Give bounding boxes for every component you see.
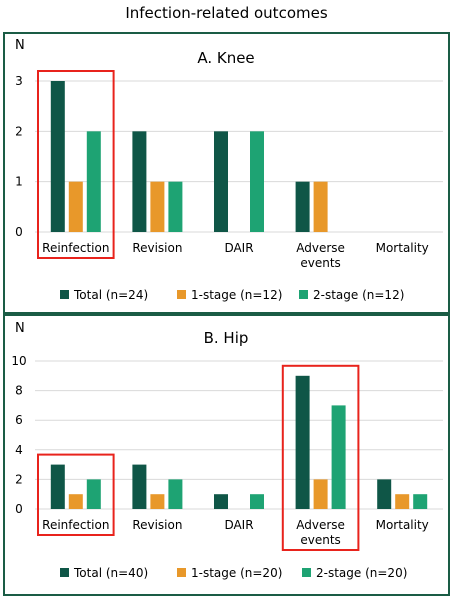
figure-title: Infection-related outcomes xyxy=(125,4,328,22)
hip-bar xyxy=(395,494,410,509)
hip-y-tick-label: 4 xyxy=(15,443,23,457)
hip-bar xyxy=(250,494,264,509)
hip-y-axis-label: N xyxy=(15,321,25,336)
knee-y-tick-label: 1 xyxy=(15,175,23,189)
hip-y-tick-label: 8 xyxy=(15,384,23,398)
hip-bar xyxy=(377,479,392,509)
hip-bar xyxy=(295,375,310,509)
hip-y-tick-label: 10 xyxy=(11,354,26,368)
knee-chart: A. Knee N 0 1 2 3 Reinfection Revision DAIR Adver… xyxy=(15,38,443,302)
knee-bar xyxy=(132,131,147,232)
hip-legend-label: 2-stage (n=20) xyxy=(316,566,407,580)
knee-x-tick-label: DAIR xyxy=(224,241,253,255)
knee-bar xyxy=(313,181,328,232)
knee-chart-title: A. Knee xyxy=(197,49,254,67)
hip-x-tick-label: Adverse events xyxy=(296,518,345,547)
hip-y-tick-label: 6 xyxy=(15,413,23,427)
hip-legend-label: Total (n=40) xyxy=(73,566,148,580)
knee-legend-swatch xyxy=(299,290,308,299)
hip-chart: B. Hip N 0 2 4 6 8 10 Reinfection Revision DAIR Adv… xyxy=(11,321,443,580)
hip-bar xyxy=(86,479,101,509)
hip-legend-swatch xyxy=(302,568,311,577)
knee-x-tick-label: Adverse events xyxy=(296,241,345,270)
knee-bar xyxy=(50,81,65,232)
knee-legend-label: Total (n=24) xyxy=(73,288,148,302)
knee-y-tick-label: 3 xyxy=(15,74,23,88)
hip-chart-title: B. Hip xyxy=(204,329,249,347)
knee-y-tick-label: 0 xyxy=(15,225,23,239)
knee-bar xyxy=(168,181,183,232)
hip-y-tick-label: 0 xyxy=(15,502,23,516)
hip-x-tick-label: Revision xyxy=(132,518,182,532)
hip-legend-swatch xyxy=(177,568,186,577)
hip-bar xyxy=(313,479,328,509)
knee-y-axis-label: N xyxy=(15,38,25,53)
hip-bar xyxy=(68,494,83,509)
hip-bar xyxy=(168,479,183,509)
knee-bar xyxy=(214,131,228,232)
hip-bar xyxy=(214,494,228,509)
hip-bar xyxy=(132,464,147,509)
knee-panel: A. Knee N 0 1 2 3 Reinfection Revision DAIR Adver… xyxy=(3,32,450,314)
knee-y-tick-label: 2 xyxy=(15,124,23,138)
hip-highlight-box xyxy=(37,453,115,537)
hip-legend-swatch xyxy=(60,568,69,577)
knee-legend-label: 2-stage (n=12) xyxy=(313,288,404,302)
hip-y-tick-label: 2 xyxy=(15,472,23,486)
hip-legend-label: 1-stage (n=20) xyxy=(191,566,282,580)
knee-bar xyxy=(295,181,310,232)
knee-bar xyxy=(68,181,83,232)
knee-highlight-box xyxy=(37,70,115,259)
knee-x-tick-label: Revision xyxy=(132,241,182,255)
knee-legend-swatch xyxy=(60,290,69,299)
hip-x-tick-label: DAIR xyxy=(224,518,253,532)
hip-bar xyxy=(150,494,165,509)
knee-bar xyxy=(250,131,264,232)
knee-bar xyxy=(150,181,165,232)
knee-x-tick-label: Reinfection xyxy=(42,241,109,255)
knee-x-tick-label: Mortality xyxy=(376,241,429,255)
hip-bar xyxy=(50,464,65,509)
hip-x-tick-label: Reinfection xyxy=(42,518,109,532)
hip-panel: B. Hip N 0 2 4 6 8 10 Reinfection Revision DAIR Adv… xyxy=(3,314,450,596)
hip-bar xyxy=(331,405,346,509)
hip-bar xyxy=(413,494,428,509)
hip-highlight-box xyxy=(281,364,360,551)
knee-legend-swatch xyxy=(177,290,186,299)
hip-x-tick-label: Mortality xyxy=(376,518,429,532)
knee-bar xyxy=(86,131,101,232)
knee-legend-label: 1-stage (n=12) xyxy=(191,288,282,302)
